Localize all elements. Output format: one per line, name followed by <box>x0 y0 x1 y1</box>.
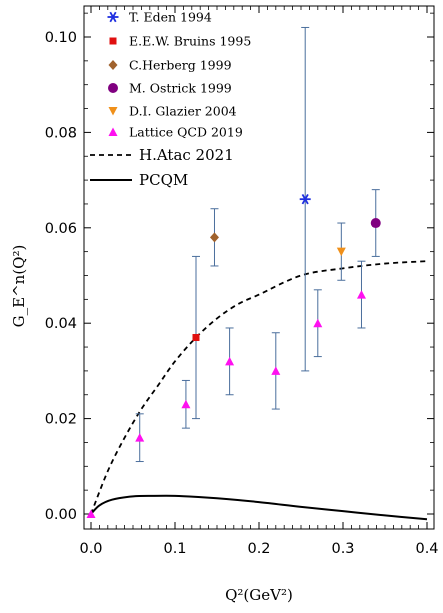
x-tick-label: 0.2 <box>247 541 270 557</box>
legend-label: Lattice QCD 2019 <box>129 125 243 140</box>
triangle-up-marker <box>313 318 323 328</box>
x-tick-label: 0.0 <box>79 541 102 557</box>
star-marker <box>301 193 309 205</box>
x-tick-label: 0.4 <box>415 541 438 557</box>
legend-label: M. Ostrick 1999 <box>129 81 232 96</box>
circle-marker <box>108 83 118 93</box>
axis-ticks <box>84 6 434 529</box>
x-tick-label: 0.3 <box>331 541 354 557</box>
y-tick-label: 0.10 <box>45 30 77 46</box>
y-tick-label: 0.04 <box>45 316 77 332</box>
dashed-curve <box>90 260 428 515</box>
legend-label: D.I. Glazier 2004 <box>129 104 237 119</box>
legend: T. Eden 1994 E.E.W. Bruins 1995 C.Herberg … <box>90 10 251 189</box>
triangle-up-marker <box>181 399 191 409</box>
triangle-down-marker <box>336 247 346 257</box>
legend-label: PCQM <box>139 171 188 189</box>
y-tick-label: 0.06 <box>45 221 77 237</box>
legend-label: C.Herberg 1999 <box>129 58 232 73</box>
diamond-marker <box>209 232 219 243</box>
circle-marker <box>370 218 381 229</box>
y-tick-label: 0.00 <box>45 507 77 523</box>
triangle-up-marker <box>271 366 281 375</box>
model-curves <box>90 260 428 521</box>
square-marker <box>192 334 200 342</box>
triangle-up-marker <box>225 356 235 366</box>
x-tick-label: 0.1 <box>163 541 186 557</box>
triangle-up-marker <box>108 127 118 136</box>
x-axis-label: Q²(GeV²) <box>225 586 293 604</box>
star-marker <box>109 11 117 23</box>
diamond-marker <box>108 60 118 70</box>
legend-label: H.Atac 2021 <box>139 146 234 164</box>
y-tick-label: 0.08 <box>45 125 77 141</box>
triangle-down-marker <box>108 107 118 116</box>
legend-label: E.E.W. Bruins 1995 <box>129 34 251 49</box>
y-tick-label: 0.02 <box>45 412 77 428</box>
triangle-up-marker <box>356 290 366 299</box>
triangle-up-marker <box>86 509 96 518</box>
y-axis-label: G_E^n(Q²) <box>10 245 28 328</box>
legend-label: T. Eden 1994 <box>129 10 212 25</box>
square-marker <box>109 37 117 45</box>
triangle-up-marker <box>135 433 145 442</box>
tick-labels: 0.0 0.1 0.2 0.3 0.4 0.00 0.02 0.04 0.06 0.08 0.10 <box>45 30 439 557</box>
solid-curve <box>90 494 428 521</box>
data-markers <box>86 193 381 518</box>
